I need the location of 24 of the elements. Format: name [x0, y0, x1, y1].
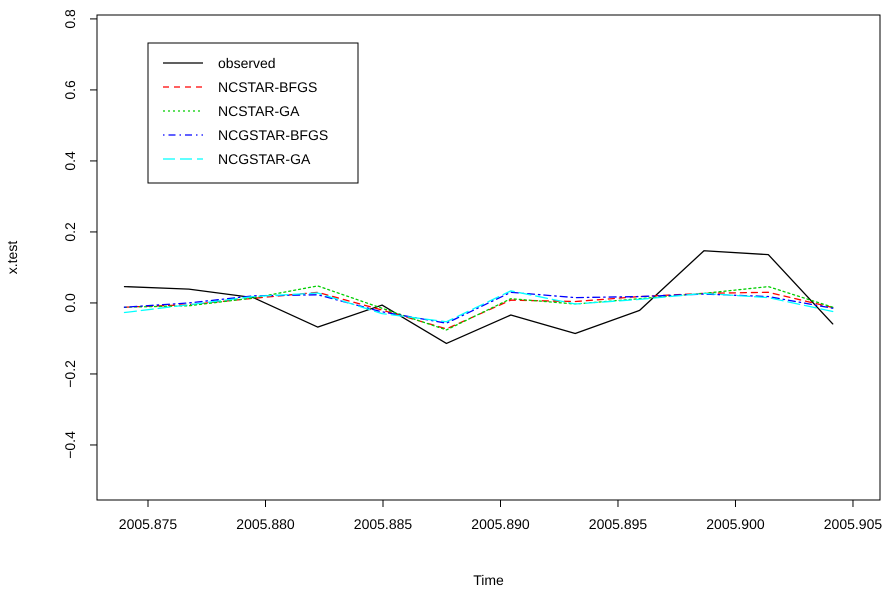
y-tick-label: 0.2	[62, 222, 78, 242]
legend-label: NCGSTAR-GA	[218, 151, 311, 167]
x-axis-title: Time	[473, 572, 504, 588]
legend-label: NCSTAR-GA	[218, 103, 300, 119]
x-tick-label: 2005.900	[706, 516, 765, 532]
x-tick-label: 2005.895	[588, 516, 648, 532]
y-tick-label: −0.2	[62, 360, 78, 388]
y-tick-label: −0.4	[62, 430, 78, 459]
y-tick-label: 0.4	[62, 150, 78, 171]
x-tick-label: 2005.885	[354, 516, 412, 532]
legend-label: NCGSTAR-BFGS	[218, 127, 328, 143]
x-tick-label: 2005.880	[236, 516, 295, 532]
line-series	[124, 292, 834, 330]
x-tick-label: 2005.875	[118, 516, 178, 532]
x-tick-label: 2005.890	[471, 516, 530, 532]
y-tick-label: 0.6	[62, 80, 78, 100]
y-tick-label: 0.8	[62, 8, 78, 29]
y-axis-title: x.test	[4, 240, 20, 274]
legend-label: observed	[218, 55, 276, 71]
line-series	[124, 285, 834, 331]
line-series	[124, 250, 834, 344]
y-tick-label: 0.0	[62, 293, 78, 313]
legend-label: NCSTAR-BFGS	[218, 79, 318, 95]
x-tick-label: 2005.905	[824, 516, 882, 532]
